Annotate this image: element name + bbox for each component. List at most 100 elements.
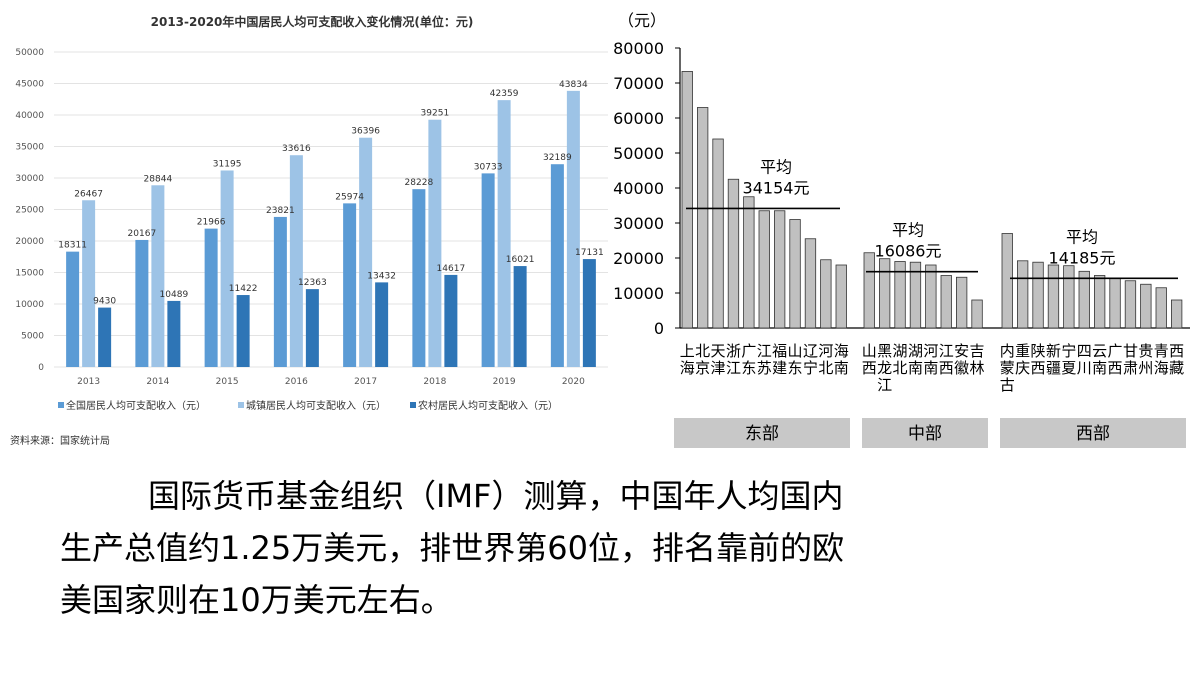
province-bar: [925, 264, 937, 329]
province-bar: [1047, 264, 1060, 329]
province-label: 陕西: [1031, 342, 1046, 377]
province-bars: [681, 71, 1183, 329]
data-label: 20167: [128, 229, 157, 239]
province-label: 山东: [788, 342, 803, 377]
region-band: [1000, 418, 1186, 448]
province-bar: [1140, 283, 1152, 329]
bar: [289, 155, 303, 367]
province-label: 安徽: [954, 342, 969, 377]
bar: [273, 216, 287, 367]
y-tick-label: 0: [654, 319, 664, 338]
province-label: 云南: [1092, 342, 1107, 377]
x-tick-label: 2016: [285, 377, 308, 387]
y-tick-label: 15000: [15, 269, 44, 279]
bar: [513, 266, 527, 367]
province-label: 内蒙古: [1000, 342, 1015, 394]
province-label: 广东: [741, 342, 756, 377]
chart-legend: 全国居民人均可支配收入（元） 城镇居民人均可支配收入（元） 农村居民人均可支配收入（…: [58, 399, 558, 412]
region-labels: 东部 中部 西部: [674, 418, 1186, 448]
y-axis-ticks: 0 5000 10000 15000 20000 25000 30000 35000 40000…: [15, 48, 44, 373]
province-bar: [894, 261, 906, 329]
province-label: 广西: [1108, 342, 1123, 377]
bar: [481, 173, 495, 367]
province-label: 湖南: [908, 342, 923, 377]
bar: [428, 119, 442, 368]
data-label: 28228: [405, 178, 434, 188]
y-tick-label: 60000: [613, 109, 664, 128]
data-label: 17131: [575, 248, 604, 258]
province-label: 河南: [923, 342, 938, 377]
legend-label: 城镇居民人均可支配收入（元）: [246, 399, 386, 412]
province-bar: [1171, 299, 1183, 329]
data-label: 12363: [298, 278, 327, 288]
province-bar: [804, 238, 817, 329]
province-label: 四川: [1077, 342, 1092, 377]
y-tick-label: 10000: [613, 284, 664, 303]
region-label: 西部: [1076, 424, 1110, 444]
y-tick-label: 30000: [15, 174, 44, 184]
province-label: 江苏: [757, 342, 772, 377]
y-tick-label: 40000: [613, 179, 664, 198]
data-label: 11422: [229, 284, 258, 294]
x-tick-label: 2018: [423, 377, 446, 387]
bar: [359, 137, 373, 367]
bar: [98, 307, 112, 367]
y-tick-label: 45000: [15, 80, 44, 90]
x-tick-label: 2017: [354, 377, 377, 387]
province-bar: [835, 264, 847, 329]
legend-label: 全国居民人均可支配收入（元）: [66, 399, 206, 412]
data-label: 10489: [160, 290, 189, 300]
national-income-chart: 2013-2020年中国居民人均可支配收入变化情况(单位：元) 0 5000 100…: [10, 14, 608, 447]
province-bar: [681, 71, 693, 329]
data-labels: 18311 26467 9430 20167 28844 10489 21966 31195 1…: [58, 80, 603, 307]
average-label: 平均: [1066, 227, 1098, 246]
y-tick-label: 25000: [15, 206, 44, 216]
province-bar: [774, 210, 786, 329]
body-line-3: 美国家则在10万美元左右。: [60, 581, 453, 619]
bar: [412, 189, 426, 367]
province-bar: [1032, 261, 1044, 329]
data-label: 9430: [93, 297, 116, 307]
province-bar: [1078, 270, 1090, 329]
chart-source: 资料来源：国家统计局: [10, 434, 110, 447]
province-label: 上海: [680, 342, 695, 377]
bar: [497, 100, 511, 367]
legend-label: 农村居民人均可支配收入（元）: [418, 399, 558, 412]
bar: [582, 259, 596, 367]
y-tick-label: 5000: [21, 332, 44, 342]
bar-series: [66, 90, 596, 368]
x-tick-label: 2014: [146, 377, 169, 387]
province-bar: [1109, 277, 1121, 329]
province-bar: [1094, 275, 1106, 329]
average-value-label: 14185元: [1049, 248, 1116, 267]
bar: [444, 274, 458, 367]
province-label: 重庆: [1015, 342, 1030, 377]
legend-swatch: [410, 402, 416, 408]
province-label: 宁夏: [1061, 342, 1076, 377]
province-bar: [909, 261, 922, 329]
province-label: 山西: [862, 342, 877, 377]
data-label: 21966: [197, 218, 226, 228]
bar: [135, 239, 149, 367]
province-bar: [879, 258, 891, 329]
province-label: 新疆: [1046, 342, 1061, 377]
bar: [343, 203, 357, 367]
data-label: 31195: [213, 159, 242, 169]
legend-swatch: [58, 402, 64, 408]
province-label: 贵州: [1138, 342, 1153, 377]
data-label: 28844: [144, 174, 173, 184]
y-tick-label: 70000: [613, 74, 664, 93]
x-axis-ticks: 2013 2014 2015 2016 2017 2018 2019 2020: [77, 377, 585, 387]
province-bar: [1124, 280, 1137, 329]
province-bar: [971, 299, 983, 329]
chart-title: 2013-2020年中国居民人均可支配收入变化情况(单位：元): [151, 14, 474, 29]
province-label: 海南: [834, 342, 849, 377]
province-bar: [727, 178, 740, 329]
y-tick-label: 20000: [613, 249, 664, 268]
data-label: 23821: [266, 206, 295, 216]
average-value-label: 16086元: [875, 242, 942, 261]
province-bar: [758, 210, 770, 329]
body-paragraph: 国际货币基金组织（IMF）测算，中国年人均国内 生产总值约1.25万美元，排世界…: [60, 470, 1160, 626]
